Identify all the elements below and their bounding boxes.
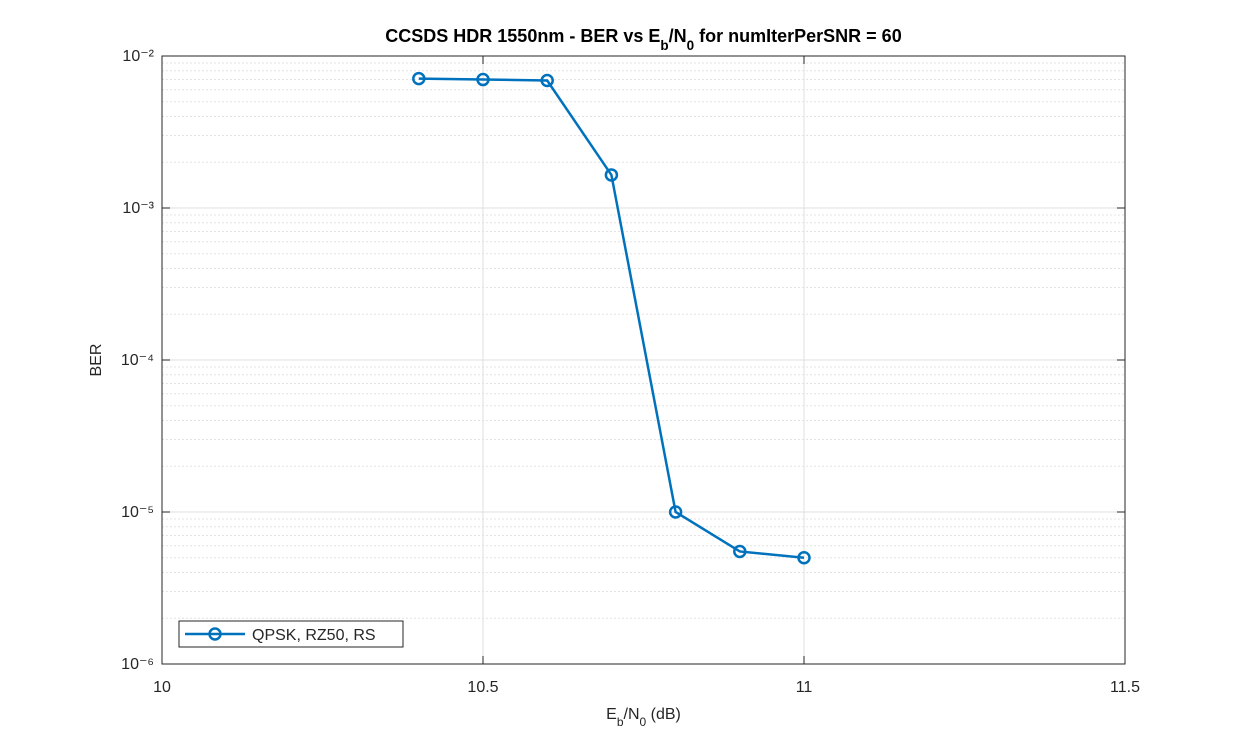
x-tick-label: 10 — [153, 679, 171, 696]
chart-title-subscript: 0 — [687, 38, 695, 53]
y-tick-label: 10⁻⁴ — [121, 352, 154, 369]
chart-title-subscript: b — [660, 38, 668, 53]
x-tick-label: 10.5 — [467, 679, 498, 696]
axes-box — [161, 55, 1126, 665]
chart-title-part: /N — [669, 26, 687, 46]
x-axis-label-subscript: 0 — [640, 715, 647, 729]
x-axis-label-part: E — [606, 706, 617, 723]
x-axis-label: Eb/N0 (dB) — [606, 706, 681, 729]
x-axis-label-part: /N — [624, 706, 640, 723]
data-point — [604, 168, 619, 182]
y-tick-label: 10⁻⁵ — [121, 504, 154, 521]
x-axis-label-part: (dB) — [646, 706, 681, 723]
legend-label: QPSK, RZ50, RS — [252, 627, 376, 644]
chart-title-part: for numIterPerSNR = 60 — [694, 26, 902, 46]
data-point — [733, 544, 747, 559]
y-tick-label: 10⁻³ — [122, 200, 154, 217]
data-point — [668, 505, 683, 519]
data-point — [476, 72, 490, 87]
x-axis-label-subscript: b — [617, 715, 624, 729]
x-tick-label: 11 — [796, 679, 813, 696]
data-point — [412, 71, 426, 86]
chart-title-part: CCSDS HDR 1550nm - BER vs E — [385, 26, 660, 46]
data-point — [797, 551, 811, 565]
y-tick-label: 10⁻⁶ — [121, 656, 154, 673]
x-tick-label: 11.5 — [1110, 679, 1140, 696]
legend-marker — [208, 627, 222, 641]
y-axis-label: BER — [88, 344, 105, 377]
chart-title: CCSDS HDR 1550nm - BER vs Eb/N0 for numI… — [385, 26, 901, 53]
data-point — [540, 73, 554, 88]
series-line — [418, 77, 805, 560]
y-tick-label: 10⁻² — [122, 48, 154, 65]
